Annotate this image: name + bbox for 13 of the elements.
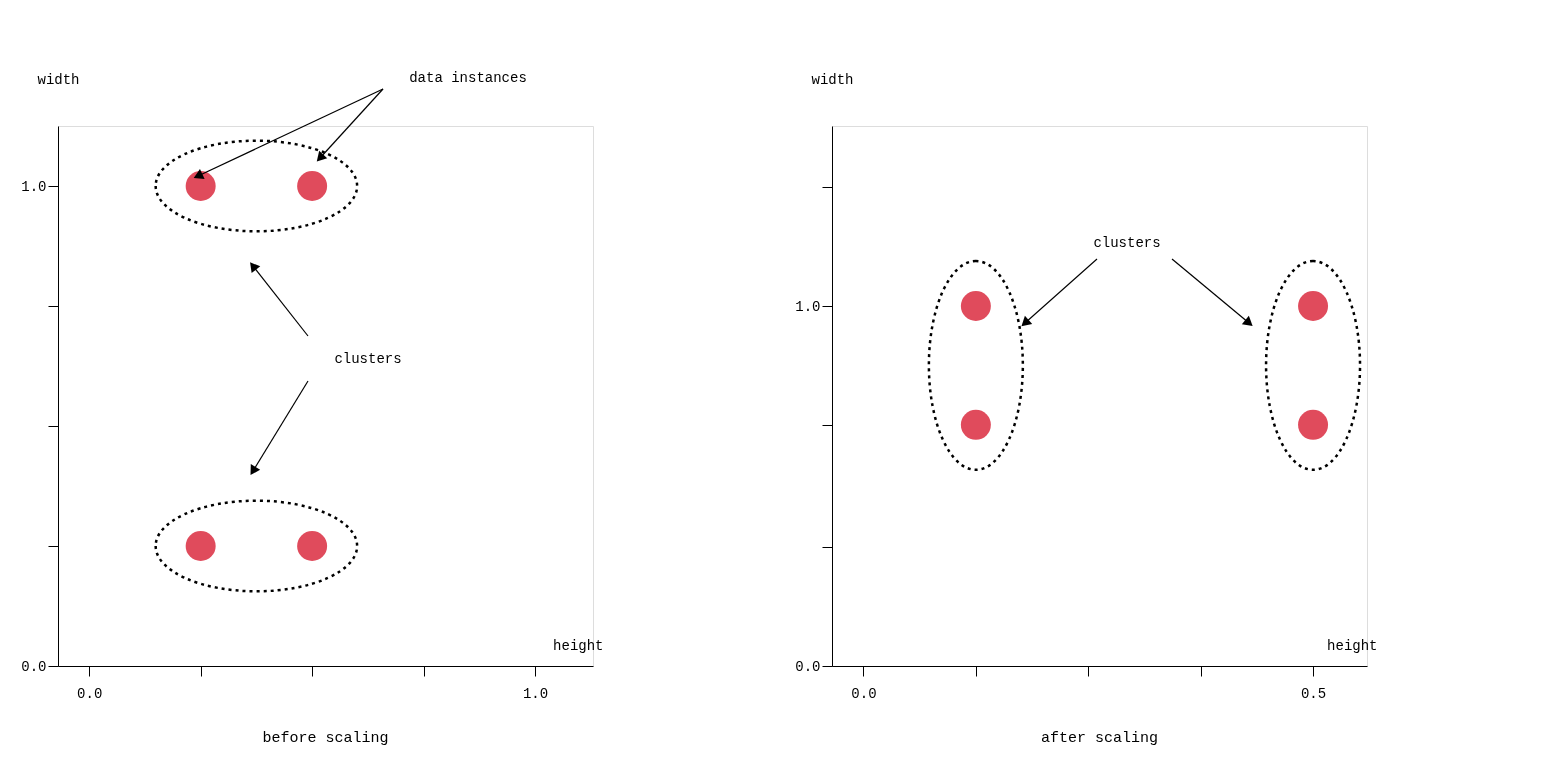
x-axis-title: height xyxy=(1327,637,1378,654)
text: after scaling xyxy=(1040,730,1159,747)
annotation: clusters xyxy=(334,351,402,367)
x-axis-title: height xyxy=(553,637,604,654)
text: data instances xyxy=(409,70,527,86)
x-tick-label: 1.0 xyxy=(522,685,549,702)
y-axis-title: width xyxy=(37,71,80,88)
y-axis-title: width xyxy=(811,71,854,88)
text: before scaling xyxy=(262,730,389,747)
x-tick-label: 0.0 xyxy=(77,685,103,702)
annotation: clusters xyxy=(1093,235,1161,251)
x-tick-label: 0.0 xyxy=(851,685,877,702)
x-tick-label: 0.5 xyxy=(1300,685,1327,702)
